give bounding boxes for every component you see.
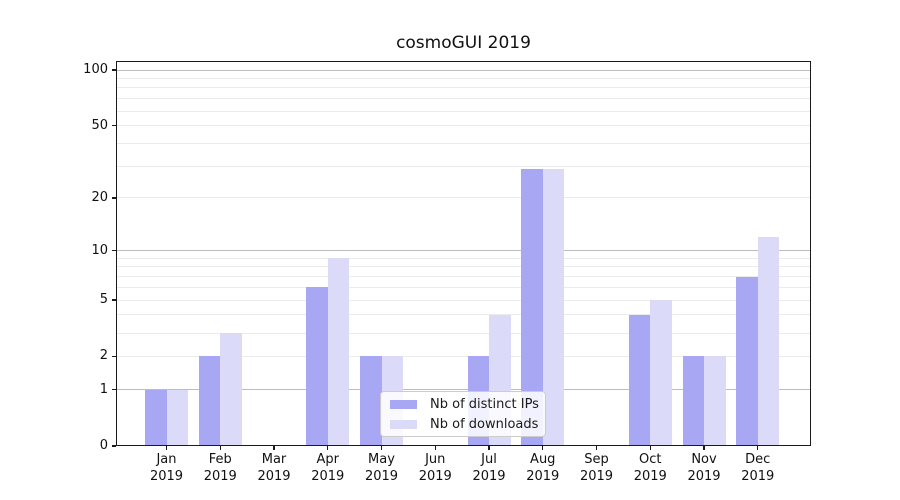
x-tick-mark [219,446,221,450]
bar-jan-distinct-ips [145,389,167,446]
bar-dec-downloads [757,237,780,446]
minor-gridline [117,110,810,112]
minor-gridline [117,98,810,100]
major-gridline [117,69,810,71]
x-tick-label-mar: Mar 2019 [257,452,291,484]
bar-oct-distinct-ips [628,314,651,446]
x-tick-label-aug: Aug 2019 [526,452,560,484]
bar-feb-downloads [220,333,242,446]
bar-apr-distinct-ips [306,287,328,446]
x-tick-label-dec: Dec 2019 [741,452,775,484]
y-tick-label: 20 [91,189,108,205]
chart-title: cosmoGUI 2019 [396,33,531,53]
bar-feb-distinct-ips [198,356,221,446]
bar-oct-downloads [650,300,672,446]
minor-gridline [117,314,810,316]
x-tick-label-sep: Sep 2019 [579,452,614,484]
bar-aug-distinct-ips [521,168,543,446]
y-tick-label: 1 [99,381,108,397]
y-tick-label: 2 [99,348,108,364]
y-tick-mark [112,299,116,301]
y-tick-mark [112,197,116,199]
y-tick-mark [112,125,116,127]
x-tick-mark [434,446,436,450]
major-gridline [117,389,810,391]
minor-gridline [117,276,810,278]
major-gridline [117,250,810,252]
x-tick-mark [649,446,651,450]
y-tick-label: 0 [99,438,108,453]
bar-nov-distinct-ips [682,356,704,446]
x-tick-mark [757,446,759,450]
x-tick-mark [542,446,544,450]
legend-swatch-downloads [390,419,417,429]
x-tick-mark [273,446,275,450]
x-tick-mark [165,446,168,450]
y-tick-mark [112,69,116,71]
x-tick-label-apr: Apr 2019 [311,452,345,484]
bar-nov-downloads [704,356,726,446]
y-tick-label: 10 [91,242,108,258]
minor-gridline [117,257,810,259]
x-tick-label-jul: Jul 2019 [472,452,506,484]
legend-item-distinct-ips: Nb of distinct IPs [390,396,539,412]
x-tick-label-feb: Feb 2019 [203,452,237,484]
bar-may-distinct-ips [360,356,382,446]
minor-gridline [117,299,810,301]
y-tick-label: 5 [99,292,108,308]
x-tick-mark [488,446,490,450]
legend-label: Nb of distinct IPs [430,396,539,412]
legend-item-downloads: Nb of downloads [390,416,539,432]
y-tick-label: 50 [91,117,108,133]
bar-apr-downloads [327,258,350,446]
y-tick-label: 100 [83,62,108,77]
minor-gridline [117,197,810,199]
minor-gridline [117,165,810,167]
x-tick-label-nov: Nov 2019 [687,452,721,484]
y-tick-mark [112,355,116,358]
bar-dec-distinct-ips [736,276,758,446]
x-tick-label-jan: Jan 2019 [149,452,184,484]
minor-gridline [117,77,810,79]
legend-label: Nb of downloads [430,416,539,432]
bar-jan-downloads [166,389,188,446]
y-tick-mark [112,250,116,252]
minor-gridline [117,332,810,334]
y-tick-mark [112,445,116,447]
x-tick-label-oct: Oct 2019 [633,452,667,484]
minor-gridline [117,142,810,144]
minor-gridline [117,125,810,127]
x-tick-mark [327,446,329,450]
bar-aug-downloads [542,168,565,446]
legend-swatch-distinct-ips [390,399,417,409]
x-tick-label-jun: Jun 2019 [418,452,452,484]
x-tick-label-may: May 2019 [364,452,399,484]
minor-gridline [117,266,810,268]
x-tick-mark [595,446,598,450]
x-tick-mark [380,446,383,450]
legend: Nb of distinct IPs Nb of downloads [380,391,546,437]
y-tick-mark [112,388,116,391]
x-tick-mark [703,446,705,450]
minor-gridline [117,87,810,89]
minor-gridline [117,286,810,288]
minor-gridline [117,355,810,357]
